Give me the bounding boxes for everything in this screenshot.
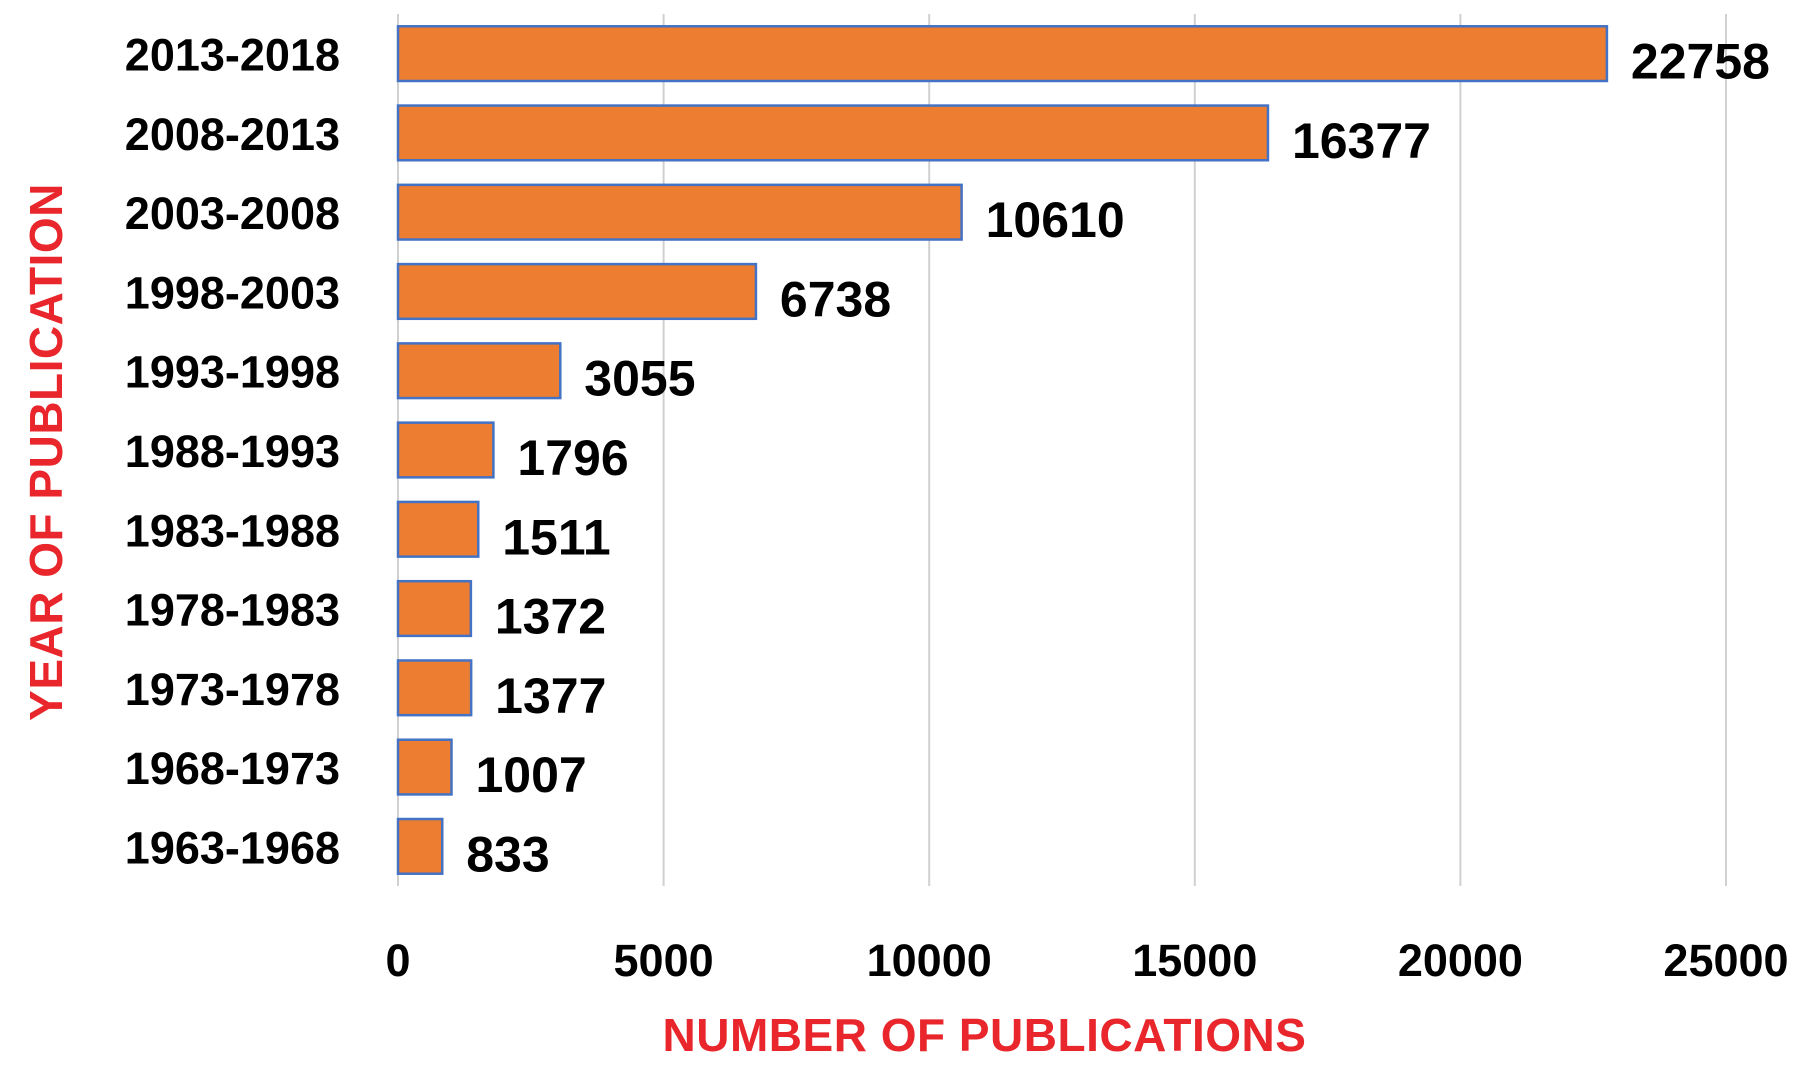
y-tick-label: 2013-2018 — [125, 30, 340, 81]
x-tick-label: 15000 — [1132, 935, 1257, 986]
y-tick-label: 2008-2013 — [125, 109, 340, 160]
x-tick-label: 0 — [385, 935, 410, 986]
y-tick-label: 1978-1983 — [125, 585, 340, 636]
bar-1988-1993 — [396, 421, 495, 479]
bar-1983-1988 — [396, 500, 480, 558]
y-tick-label: 1998-2003 — [125, 267, 340, 318]
bar-1963-1968 — [396, 817, 444, 875]
bars — [396, 25, 1609, 875]
y-tick-label: 1988-1993 — [125, 426, 340, 477]
y-tick-label: 1983-1988 — [125, 505, 340, 556]
y-tick-label: 1968-1973 — [125, 743, 340, 794]
data-label: 1511 — [502, 509, 610, 565]
bar-2003-2008 — [396, 183, 963, 241]
data-label: 1377 — [495, 668, 606, 724]
x-tick-label: 10000 — [867, 935, 992, 986]
data-label: 10610 — [986, 192, 1125, 248]
bar-1998-2003 — [396, 262, 758, 321]
data-label: 1007 — [475, 747, 586, 803]
y-tick-label: 1963-1968 — [125, 822, 340, 873]
data-label: 22758 — [1631, 34, 1770, 90]
bar-1968-1973 — [396, 738, 453, 796]
y-axis-title: YEAR OF PUBLICATION — [20, 183, 72, 721]
y-tick-label: 1993-1998 — [125, 347, 340, 398]
data-label: 1372 — [495, 589, 606, 645]
y-axis-tick-labels: 2013-2018 2008-2013 2003-2008 1998-2003 1993… — [125, 30, 340, 874]
y-tick-label: 2003-2008 — [125, 188, 340, 239]
y-tick-label: 1973-1978 — [125, 664, 340, 715]
data-label: 6738 — [780, 271, 891, 327]
bar-2013-2018 — [396, 25, 1609, 83]
data-labels: 22758 16377 10610 6738 3055 1796 1511 1372 1377 1… — [466, 34, 1770, 883]
data-label: 1796 — [517, 430, 628, 486]
bar-1973-1978 — [396, 659, 473, 717]
data-label: 16377 — [1292, 113, 1431, 169]
x-tick-label: 20000 — [1398, 935, 1523, 986]
bar-1993-1998 — [396, 342, 562, 400]
data-label: 3055 — [584, 351, 695, 407]
bar-2008-2013 — [396, 104, 1270, 162]
bar-1978-1983 — [396, 579, 473, 638]
data-label: 833 — [466, 826, 549, 882]
x-axis-tick-labels: 0 5000 10000 15000 20000 25000 — [385, 935, 1788, 986]
x-tick-label: 25000 — [1663, 935, 1788, 986]
x-axis-title: NUMBER OF PUBLICATIONS — [662, 1009, 1307, 1061]
x-tick-label: 5000 — [614, 935, 714, 986]
